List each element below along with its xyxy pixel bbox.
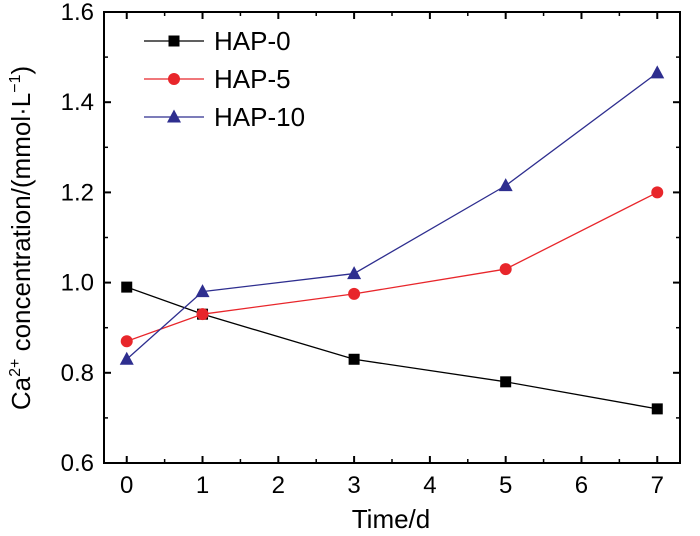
data-point-hap-5 xyxy=(348,287,361,300)
data-point-hap-10 xyxy=(119,351,134,365)
legend-marker-hap-10 xyxy=(167,109,181,123)
y-axis-title-middle: concentration/(mmol·L xyxy=(6,93,36,359)
y-axis-title-prefix: Ca xyxy=(6,376,36,410)
y-axis-title: Ca2+ concentration/(mmol·L−1) xyxy=(6,66,36,410)
legend-marker-hap-0 xyxy=(168,35,180,47)
data-point-hap-5 xyxy=(120,335,133,348)
x-tick-label: 2 xyxy=(272,472,285,499)
x-tick-label: 1 xyxy=(196,472,209,499)
data-point-hap-0 xyxy=(121,281,133,293)
x-axis-title: Time/d xyxy=(352,504,431,534)
x-tick-label: 7 xyxy=(651,472,664,499)
data-point-hap-10 xyxy=(650,65,665,79)
x-tick-label: 5 xyxy=(499,472,512,499)
x-tick-label: 3 xyxy=(347,472,360,499)
y-tick-label: 1.6 xyxy=(61,0,94,26)
data-point-hap-5 xyxy=(196,308,209,321)
x-tick-label: 4 xyxy=(423,472,436,499)
y-tick-label: 0.6 xyxy=(61,450,94,477)
legend-label-hap-0: HAP-0 xyxy=(214,26,291,56)
data-point-hap-10 xyxy=(498,178,513,192)
y-axis-title-suffix: ) xyxy=(6,66,36,75)
data-point-hap-10 xyxy=(347,266,362,280)
legend-marker-hap-5 xyxy=(168,73,180,85)
series-line-hap-0 xyxy=(126,286,658,410)
data-point-hap-0 xyxy=(500,376,512,388)
data-point-hap-5 xyxy=(651,186,664,199)
x-tick-label: 0 xyxy=(120,472,133,499)
y-tick-label: 1.0 xyxy=(61,270,94,297)
plot-area: 0 1 2 3 4 5 6 7 0.6 0.8 1.0 1.2 1.4 1.6 HAP-0 HAP-5 HAP-… xyxy=(61,0,681,499)
data-point-hap-5 xyxy=(499,263,512,276)
data-point-hap-0 xyxy=(348,353,360,365)
x-tick-label: 6 xyxy=(575,472,588,499)
legend-label-hap-10: HAP-10 xyxy=(214,102,305,132)
y-tick-label: 0.8 xyxy=(61,360,94,387)
y-tick-label: 1.2 xyxy=(61,179,94,206)
data-point-hap-0 xyxy=(651,403,663,415)
data-point-hap-10 xyxy=(195,284,210,298)
y-axis-title-sup2: −1 xyxy=(7,74,24,92)
y-axis-title-sup1: 2+ xyxy=(7,359,24,377)
y-tick-label: 1.4 xyxy=(61,89,94,116)
legend-label-hap-5: HAP-5 xyxy=(214,64,291,94)
